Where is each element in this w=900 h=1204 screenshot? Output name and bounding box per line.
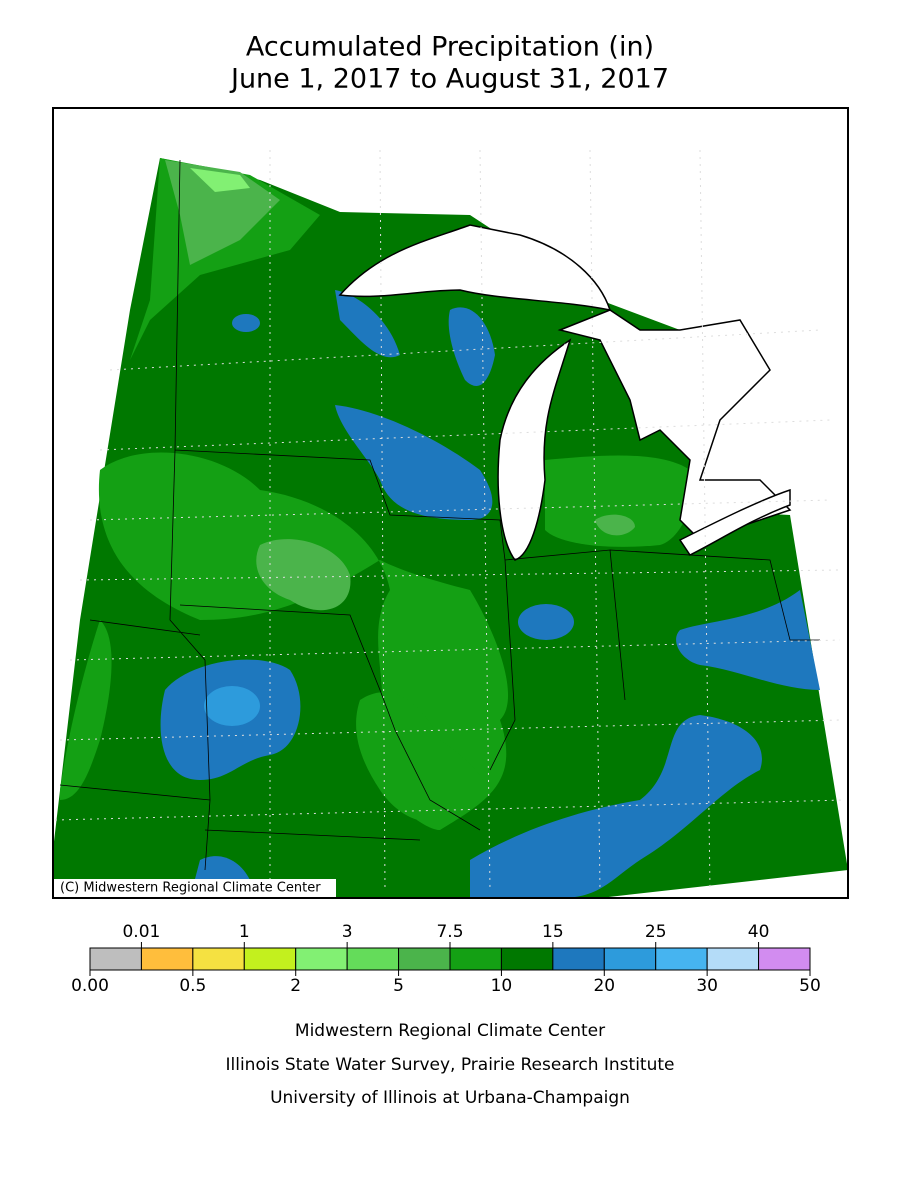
legend-swatch xyxy=(552,947,605,971)
legend-label: 15 xyxy=(542,922,564,942)
legend-label: 1 xyxy=(239,922,250,942)
precip-zone xyxy=(470,715,762,898)
legend-label: 0.5 xyxy=(179,976,206,996)
footer-line: University of Illinois at Urbana-Champai… xyxy=(270,1088,630,1108)
precip-zone xyxy=(356,692,487,823)
legend-swatch xyxy=(603,947,657,971)
lake-erie xyxy=(678,488,791,556)
legend-swatch xyxy=(500,947,554,971)
precip-zone xyxy=(335,290,400,358)
legend-label: 40 xyxy=(748,922,770,942)
legend-swatch xyxy=(295,947,348,971)
legend-swatch xyxy=(398,947,451,971)
precip-zone xyxy=(256,539,351,611)
legend-swatch xyxy=(449,947,502,971)
legend-label: 0.00 xyxy=(71,976,109,996)
copyright-box xyxy=(54,879,336,897)
legend-label: 5 xyxy=(393,976,404,996)
precip-zone xyxy=(130,158,320,360)
footer-line: Midwestern Regional Climate Center xyxy=(295,1021,605,1041)
legend-label: 50 xyxy=(799,976,821,996)
footer-line: Illinois State Water Survey, Prairie Res… xyxy=(226,1055,675,1075)
legend-label: 7.5 xyxy=(436,922,463,942)
precip-zone xyxy=(232,314,260,332)
legend-label: 0.01 xyxy=(122,922,160,942)
precip-zone xyxy=(448,307,495,386)
title-line: June 1, 2017 to August 31, 2017 xyxy=(229,64,669,95)
legend-label: 25 xyxy=(645,922,667,942)
legend-label: 2 xyxy=(290,976,301,996)
legend: 0.00 0.01 0.5 1 2 3 5 7.5 10 15 20 25 30 40 50 xyxy=(71,922,821,996)
legend-swatch xyxy=(655,947,708,971)
title-line: Accumulated Precipitation (in) xyxy=(246,32,654,63)
legend-label: 10 xyxy=(491,976,513,996)
legend-label: 30 xyxy=(696,976,718,996)
legend-label: 3 xyxy=(342,922,353,942)
map-frame xyxy=(52,107,849,899)
copyright: (C) Midwestern Regional Climate Center xyxy=(60,881,321,896)
precip-zone xyxy=(204,686,260,726)
precip-zone xyxy=(595,514,635,536)
legend-swatch xyxy=(346,947,400,971)
map: (C) Midwestern Regional Climate Center xyxy=(52,107,849,899)
legend-swatch xyxy=(140,947,194,971)
lake-michigan xyxy=(497,338,572,561)
precip-zone xyxy=(60,620,112,800)
grid xyxy=(54,149,846,891)
legend-swatch xyxy=(758,947,811,971)
state-borders xyxy=(59,159,820,871)
legend-label: 20 xyxy=(593,976,615,996)
legend-swatch xyxy=(192,947,245,971)
precip-zone xyxy=(545,455,693,547)
legend-swatch xyxy=(706,947,760,971)
legend-swatch xyxy=(243,947,297,971)
legend-swatch xyxy=(89,947,142,971)
precip-zone xyxy=(165,160,280,265)
precip-zone xyxy=(518,604,574,640)
precip-zone xyxy=(190,168,250,192)
precip-zone xyxy=(335,405,493,520)
